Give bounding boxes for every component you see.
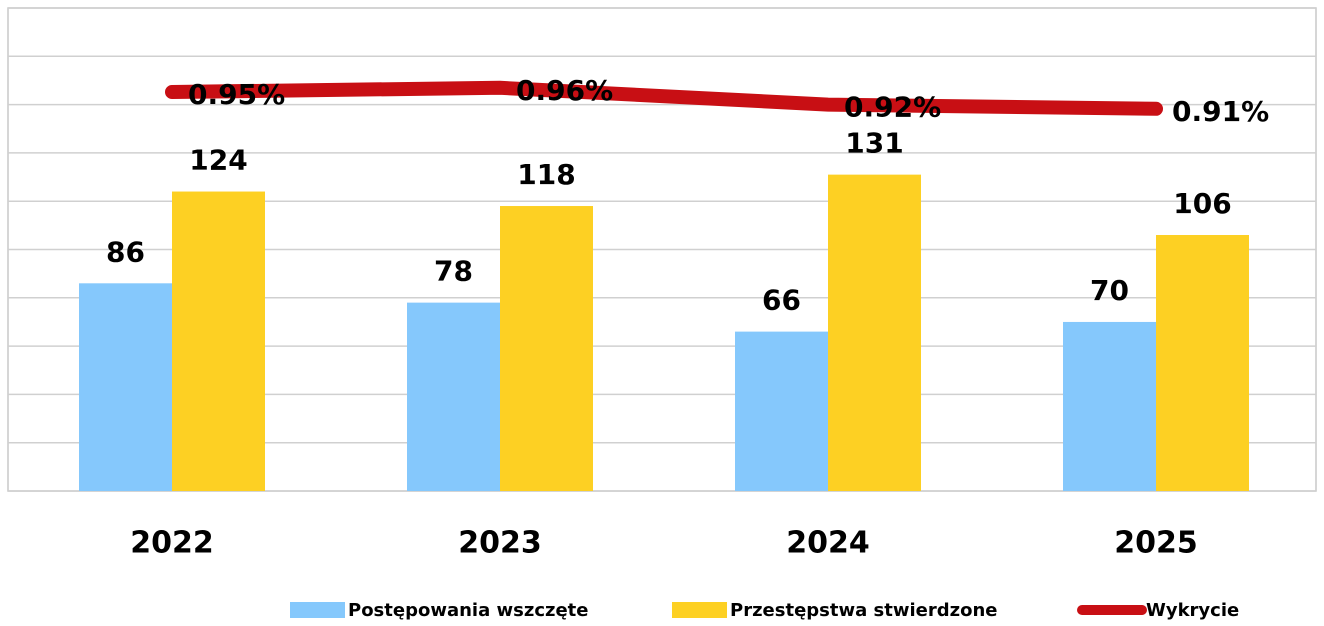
legend-swatch [290,602,345,618]
line-value-label: 0.96% [516,74,613,107]
legend-label: Postępowania wszczęte [348,600,589,621]
x-tick-label: 2024 [786,526,870,561]
bar [1063,321,1156,491]
x-tick-label: 2025 [1114,526,1198,561]
line-series [165,80,1163,116]
bar-value-label: 124 [189,144,247,177]
bar-value-label: 131 [845,127,903,160]
bar-value-label: 106 [1173,187,1231,220]
bar [172,191,265,492]
legend-swatch [672,602,727,618]
line-value-label: 0.92% [844,91,941,124]
bar [735,331,828,491]
legend-label: Wykrycie [1146,600,1239,621]
line-value-label: 0.95% [188,78,285,111]
x-tick-label: 2023 [458,526,542,561]
bar [828,174,921,491]
bar-value-label: 66 [762,284,801,317]
legend-label: Przestępstwa stwierdzone [730,600,997,621]
bar-value-label: 70 [1090,274,1129,307]
bar [500,206,593,491]
bar [79,283,172,491]
x-tick-label: 2022 [130,526,214,561]
bar [1156,235,1249,491]
bar-value-label: 118 [517,158,575,191]
bar-value-label: 86 [106,235,145,268]
bar [407,302,500,491]
line-value-label: 0.91% [1172,95,1269,128]
bar-value-label: 78 [434,255,473,288]
